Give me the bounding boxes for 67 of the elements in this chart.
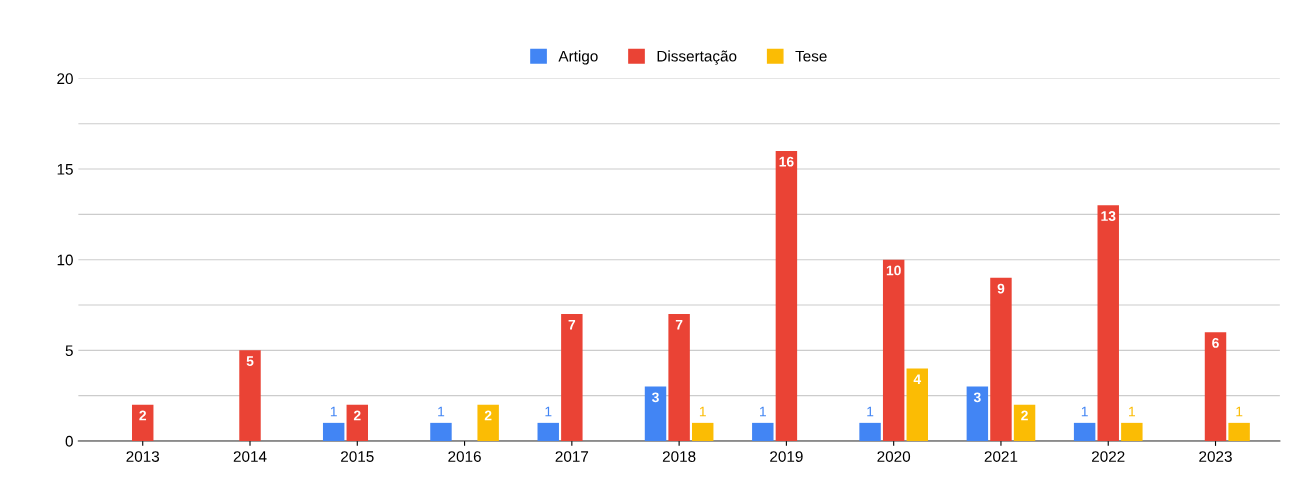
data-label: 3 [973, 392, 981, 403]
data-label: 1 [1236, 406, 1243, 417]
data-label: 1 [1129, 406, 1136, 417]
data-label: 2 [1021, 410, 1028, 421]
bar [537, 422, 559, 441]
data-label: 1 [545, 406, 552, 417]
bar [775, 150, 798, 441]
bar [430, 422, 452, 441]
data-label: 7 [675, 320, 683, 330]
bar [859, 422, 881, 441]
bar [668, 314, 690, 441]
bar [644, 386, 667, 441]
x-tick-label: 2017 [555, 451, 589, 462]
data-label: 5 [246, 356, 254, 366]
data-label: 1 [1081, 406, 1088, 417]
x-tick-label: 2014 [233, 451, 267, 462]
bar [132, 404, 154, 441]
bar [561, 314, 583, 441]
bar [477, 404, 499, 441]
data-label: 9 [997, 283, 1005, 294]
legend-label: Dissertação [657, 50, 737, 65]
legend-label: Tese [795, 50, 827, 62]
data-label: 4 [913, 374, 922, 384]
bar [691, 422, 714, 441]
x-tick-label: 2015 [341, 451, 374, 462]
data-label: 2 [353, 410, 361, 421]
bar [990, 277, 1012, 441]
bar [322, 422, 345, 441]
x-tick-label: 2021 [984, 451, 1018, 462]
y-tick-label: 0 [65, 435, 73, 447]
data-label: 1 [759, 406, 766, 417]
bar [882, 259, 905, 441]
legend-label: Artigo [558, 50, 598, 65]
bar [966, 386, 989, 441]
data-label: 3 [651, 392, 659, 403]
bar [906, 368, 929, 441]
y-tick-label: 20 [57, 73, 73, 85]
bar [1228, 422, 1250, 441]
data-label: 7 [568, 320, 576, 330]
data-label: 16 [779, 156, 794, 167]
x-tick-label: 2016 [448, 451, 481, 462]
bar [239, 350, 261, 441]
data-label: 10 [886, 265, 901, 276]
bar [1073, 422, 1096, 441]
bar [1121, 422, 1143, 441]
bar [1097, 205, 1119, 441]
bar [1013, 404, 1036, 441]
bar [346, 404, 369, 441]
x-tick-label: 2023 [1199, 451, 1232, 462]
data-label: 1 [330, 406, 337, 417]
data-label: 1 [699, 406, 706, 417]
x-tick-label: 2019 [770, 451, 803, 462]
x-tick-label: 2020 [877, 451, 911, 462]
data-label: 2 [139, 410, 147, 421]
data-label: 1 [867, 406, 874, 417]
data-label: 1 [438, 406, 445, 417]
x-tick-label: 2013 [126, 451, 160, 462]
y-tick-label: 15 [57, 164, 73, 175]
data-label: 6 [1212, 338, 1219, 348]
y-tick-label: 10 [57, 254, 73, 266]
bar [752, 422, 774, 441]
x-tick-label: 2018 [662, 451, 696, 462]
data-label: 13 [1101, 211, 1116, 221]
x-tick-label: 2022 [1092, 451, 1125, 462]
y-tick-label: 5 [65, 345, 73, 357]
data-label: 2 [484, 410, 492, 421]
bar [1204, 332, 1227, 441]
